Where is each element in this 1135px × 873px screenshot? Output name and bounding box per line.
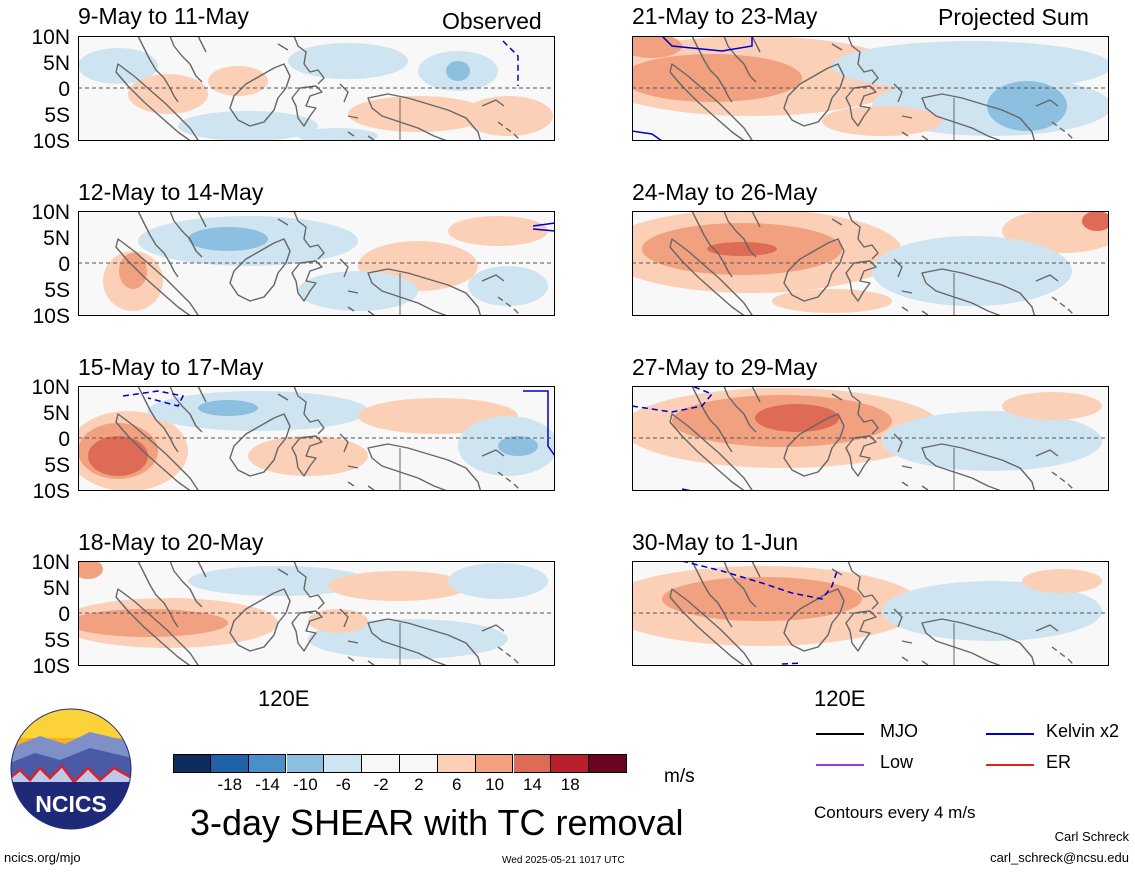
- colorbar-tick-label: 14: [522, 775, 542, 794]
- colorbar-tick-label: -10: [293, 775, 318, 794]
- lat-label: 0: [58, 428, 70, 451]
- colorbar-segment: [475, 754, 514, 773]
- colorbar-tick-label: 18: [560, 775, 580, 794]
- logo-text: NCICS: [35, 791, 107, 817]
- colorbar-tick-label: 6: [452, 775, 462, 794]
- shear-map-panel: [78, 36, 555, 141]
- legend-line-er: [986, 764, 1034, 766]
- colorbar-tick-label: -18: [217, 775, 243, 794]
- legend-line-mjo: [816, 733, 864, 735]
- shear-map-panel: [632, 211, 1109, 316]
- lat-label: 10N: [31, 26, 70, 49]
- colorbar-tick-label: -6: [335, 775, 351, 794]
- panel-title: 18-May to 20-May: [78, 529, 264, 555]
- shear-map-panel: [632, 561, 1109, 666]
- timestamp: Wed 2025-05-21 1017 UTC: [502, 855, 625, 866]
- colorbar-segment: [286, 754, 325, 773]
- author: Carl Schreck: [1054, 829, 1129, 844]
- lat-label: 5S: [44, 104, 70, 127]
- legend-label-kelvin: Kelvin x2: [1046, 721, 1120, 741]
- panel-title: 27-May to 29-May: [632, 354, 818, 380]
- panel-title: 24-May to 26-May: [632, 179, 818, 205]
- lat-label: 0: [58, 603, 70, 626]
- colorbar-segment: [589, 754, 627, 773]
- legend-label-mjo: MJO: [880, 721, 918, 741]
- colorbar-segment: [362, 754, 400, 773]
- lat-label: 5N: [43, 402, 70, 425]
- shear-map-panel: [632, 36, 1109, 141]
- colorbar-segment: [173, 754, 211, 773]
- colorbar-tick-label: -14: [255, 775, 280, 794]
- shear-map-panel: [78, 386, 555, 491]
- panel-title: 9-May to 11-May: [78, 3, 249, 29]
- colorbar-segment: [437, 754, 476, 773]
- colorbar-segment: [248, 754, 287, 773]
- legend-line-kelvin: [986, 733, 1034, 735]
- lat-label: 5S: [44, 629, 70, 652]
- contours-note: Contours every 4 m/s: [814, 803, 976, 822]
- colorbar-segment: [210, 754, 249, 773]
- projected-label: Projected Sum: [938, 4, 1089, 30]
- shear-map-panel: [78, 211, 555, 316]
- colorbar-segment: [513, 754, 552, 773]
- legend-line-low: [816, 764, 864, 766]
- lat-label: 10N: [31, 551, 70, 574]
- lat-label: 0: [58, 253, 70, 276]
- colorbar-tick-label: -2: [373, 775, 389, 794]
- colorbar-tick-label: 2: [414, 775, 424, 794]
- panel-title: 21-May to 23-May: [632, 3, 818, 29]
- lat-label: 5N: [43, 577, 70, 600]
- colorbar-segment: [400, 754, 438, 773]
- colorbar-tick-label: 10: [485, 775, 505, 794]
- site-url[interactable]: ncics.org/mjo: [4, 850, 81, 865]
- observed-label: Observed: [442, 8, 542, 34]
- lon-label: 120E: [814, 686, 866, 711]
- colorbar-segment: [324, 754, 363, 773]
- lat-label: 10S: [32, 480, 70, 503]
- lat-label: 5N: [43, 227, 70, 250]
- lat-label: 10N: [31, 201, 70, 224]
- legend-label-low: Low: [880, 752, 914, 772]
- lat-label: 5N: [43, 52, 70, 75]
- lat-label: 5S: [44, 279, 70, 302]
- panel-title: 12-May to 14-May: [78, 179, 264, 205]
- colorbar: [173, 754, 627, 773]
- lat-label: 5S: [44, 454, 70, 477]
- colorbar-units: m/s: [664, 766, 695, 787]
- lat-label: 0: [58, 78, 70, 101]
- lon-label: 120E: [258, 686, 310, 711]
- ncics-logo: NCICS: [10, 708, 132, 830]
- lat-label: 10S: [32, 655, 70, 678]
- author-email[interactable]: carl_schreck@ncsu.edu: [990, 850, 1129, 865]
- panel-title: 30-May to 1-Jun: [632, 529, 799, 555]
- lat-label: 10S: [32, 130, 70, 153]
- lat-label: 10S: [32, 305, 70, 328]
- lat-label: 10N: [31, 376, 70, 399]
- shear-map-panel: [632, 386, 1109, 491]
- main-title: 3-day SHEAR with TC removal: [190, 802, 684, 843]
- shear-map-panel: [78, 561, 555, 666]
- panel-title: 15-May to 17-May: [78, 354, 264, 380]
- legend-label-er: ER: [1046, 752, 1072, 772]
- colorbar-segment: [551, 754, 590, 773]
